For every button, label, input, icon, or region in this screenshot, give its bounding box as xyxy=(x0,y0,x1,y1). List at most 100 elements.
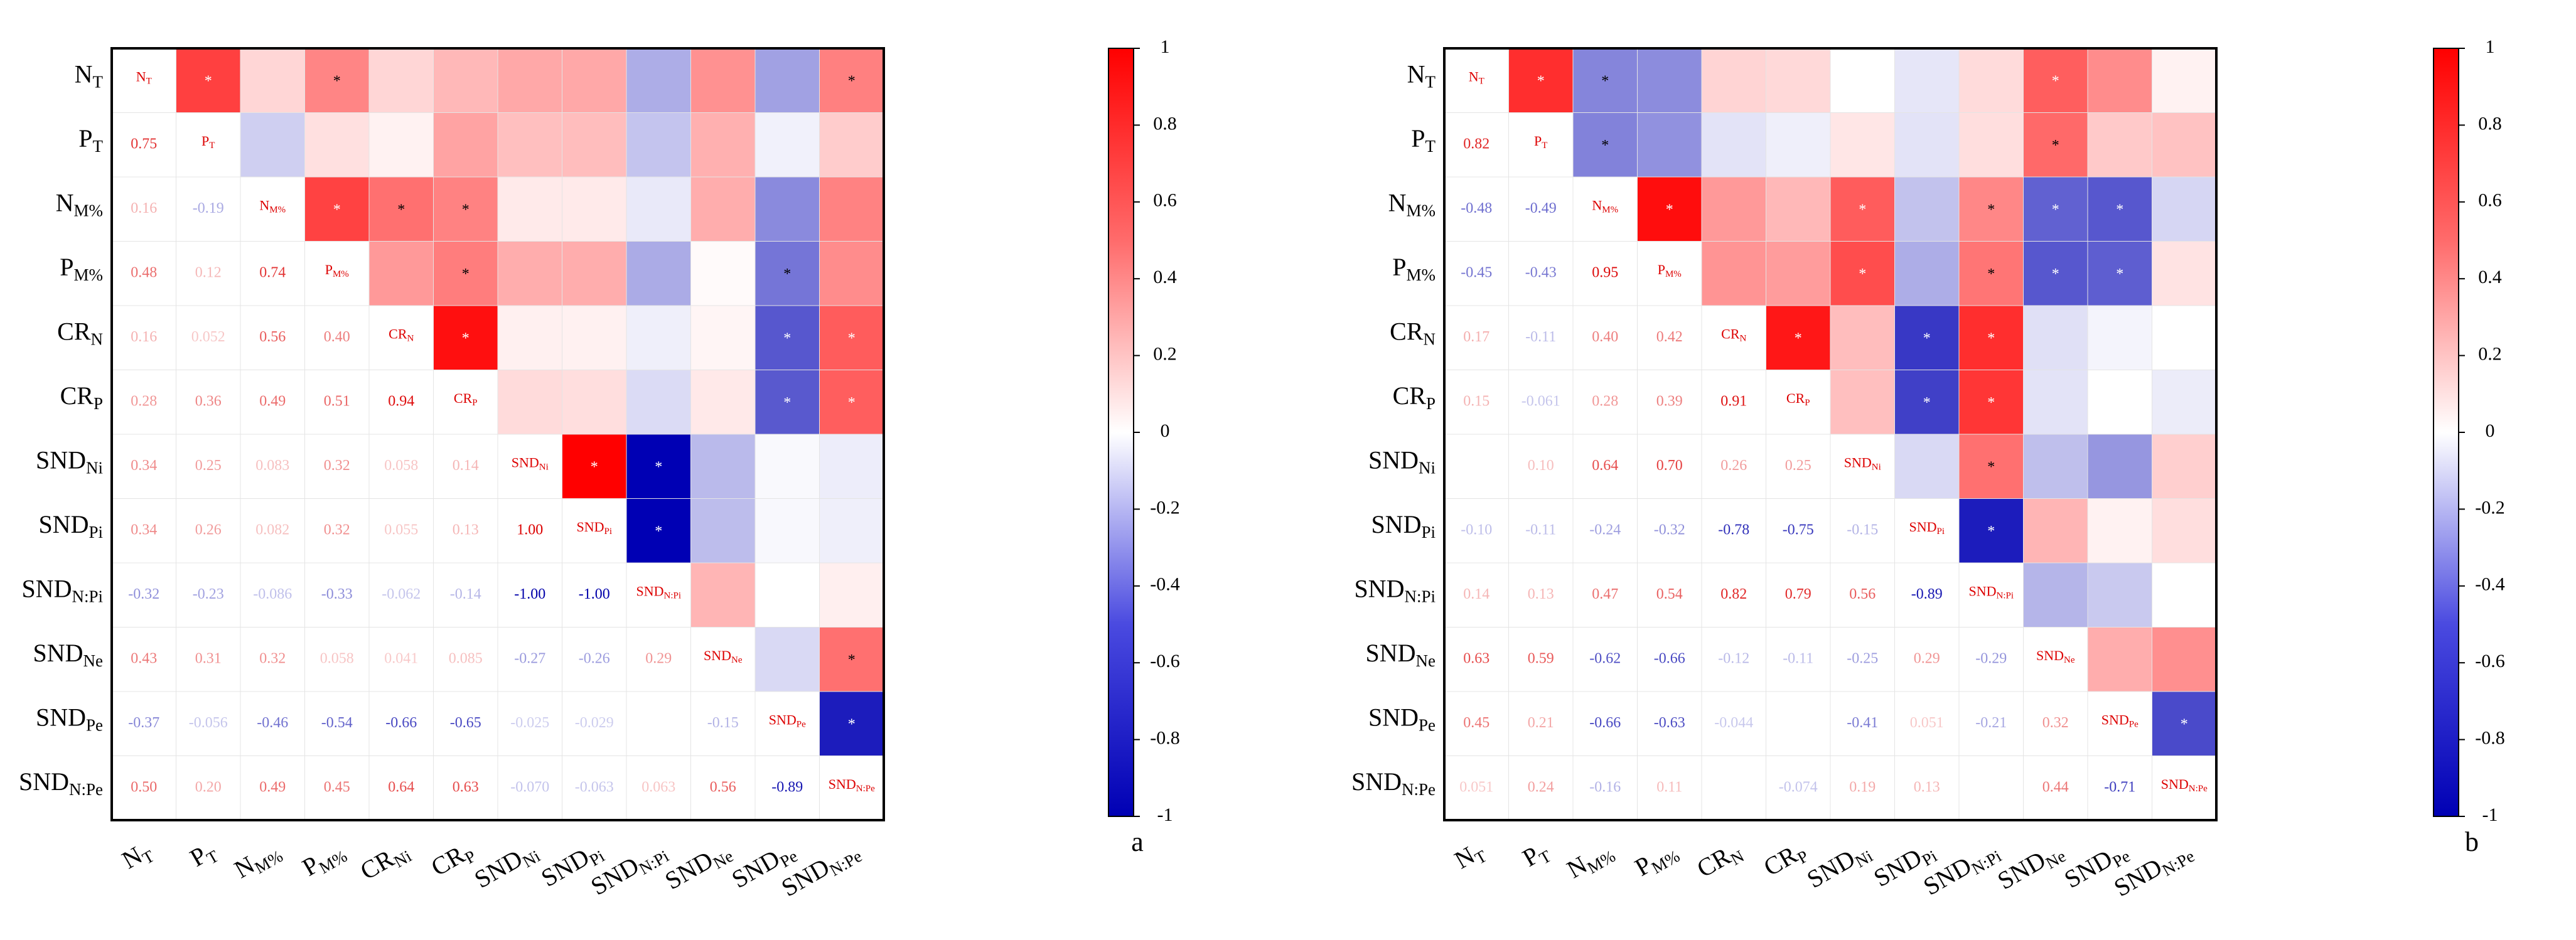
heatmap-cell xyxy=(562,176,627,242)
significance-marker: * xyxy=(2052,201,2059,218)
heatmap-cell xyxy=(433,627,498,692)
heatmap-cell xyxy=(562,756,627,821)
correlation-value: -0.66 xyxy=(1589,715,1621,731)
correlation-value: 0.45 xyxy=(1463,715,1489,731)
heatmap-cell xyxy=(1637,627,1702,692)
significance-marker: * xyxy=(848,716,856,732)
heatmap-cell xyxy=(240,176,305,242)
colorbar-tick-label: -0.2 xyxy=(2475,497,2505,518)
heatmap-cell xyxy=(562,112,627,178)
heatmap-cell xyxy=(819,562,884,628)
heatmap-cell xyxy=(497,627,562,692)
heatmap-cell xyxy=(754,370,820,435)
correlation-value: -0.029 xyxy=(575,715,614,731)
row-label: NM% xyxy=(56,188,103,220)
significance-marker: * xyxy=(462,266,470,282)
colorbar-tick-label: -0.8 xyxy=(2475,727,2505,748)
heatmap-cell xyxy=(1958,370,2024,435)
heatmap-cell xyxy=(497,241,562,306)
heatmap-cell xyxy=(1444,370,1509,435)
heatmap-cell xyxy=(562,434,627,499)
heatmap-cell xyxy=(2087,176,2152,242)
correlation-value: 0.79 xyxy=(1785,586,1811,602)
heatmap-cell xyxy=(754,756,820,821)
heatmap-cell xyxy=(176,756,241,821)
diagonal-label: SNDN:Pe xyxy=(829,776,875,794)
column-label: SNDN:Pe xyxy=(2109,836,2198,905)
heatmap-cell xyxy=(2023,112,2088,178)
heatmap-cell xyxy=(2152,176,2217,242)
significance-marker: * xyxy=(1601,73,1609,89)
heatmap-cell xyxy=(562,370,627,435)
heatmap-cell xyxy=(1508,48,1574,113)
heatmap-cell xyxy=(1701,370,1766,435)
colorbar-tick-label: 0.6 xyxy=(2478,190,2502,211)
heatmap-cell xyxy=(1444,112,1509,178)
colorbar-tick-label: -1 xyxy=(2482,804,2498,825)
heatmap-cell xyxy=(240,756,305,821)
correlation-value: 0.14 xyxy=(453,457,479,474)
heatmap-cell xyxy=(562,305,627,370)
heatmap-cell xyxy=(433,756,498,821)
heatmap-cell xyxy=(754,112,820,178)
correlation-value: 0.31 xyxy=(195,650,222,666)
correlation-value: -0.11 xyxy=(1783,650,1813,666)
correlation-value: 0.16 xyxy=(131,329,157,345)
heatmap-cell xyxy=(1830,305,1895,370)
significance-marker: * xyxy=(848,330,856,346)
heatmap-cell xyxy=(1766,48,1831,113)
heatmap-cell xyxy=(1701,756,1766,821)
significance-marker: * xyxy=(2052,137,2059,154)
heatmap-cell xyxy=(1508,498,1574,563)
significance-marker: * xyxy=(1537,73,1545,89)
panel-label: b xyxy=(2465,826,2479,857)
column-label: SNDNe xyxy=(1993,836,2069,898)
heatmap-cell xyxy=(1830,562,1895,628)
correlation-value: -0.63 xyxy=(1654,715,1685,731)
heatmap-cell xyxy=(1572,112,1638,178)
column-label: CRNi xyxy=(355,836,415,889)
correlation-value: 0.82 xyxy=(1463,136,1489,152)
correlation-value: 0.56 xyxy=(259,329,286,345)
heatmap-cell xyxy=(1766,562,1831,628)
correlation-value: 0.64 xyxy=(1592,457,1618,474)
correlation-value: 0.36 xyxy=(195,393,222,409)
heatmap-cell xyxy=(2023,176,2088,242)
heatmap-cell xyxy=(1637,756,1702,821)
colorbar-tick-label: 0.4 xyxy=(2478,267,2502,287)
diagonal-label: CRP xyxy=(1786,390,1810,408)
column-label: CRN xyxy=(1692,836,1747,886)
correlation-value: -0.056 xyxy=(189,715,228,731)
heatmap-cell xyxy=(1701,241,1766,306)
heatmap-cell xyxy=(433,370,498,435)
correlation-value: 0.34 xyxy=(131,457,157,474)
diagonal-label: PM% xyxy=(325,262,349,279)
heatmap-cell xyxy=(1572,691,1638,756)
correlation-value: -0.044 xyxy=(1714,715,1753,731)
heatmap-cell xyxy=(1508,112,1574,178)
heatmap-cell xyxy=(368,370,434,435)
significance-marker: * xyxy=(783,266,791,282)
row-label: CRP xyxy=(60,382,103,413)
heatmap-cell xyxy=(690,112,756,178)
correlation-value: 0.50 xyxy=(131,779,157,795)
correlation-value: 0.24 xyxy=(1528,779,1554,795)
heatmap-frame xyxy=(1443,47,2218,821)
heatmap-cell xyxy=(368,241,434,306)
column-label: PT xyxy=(1518,836,1555,875)
heatmap-cell xyxy=(304,112,370,178)
diagonal-label: SNDNe xyxy=(2036,648,2075,665)
significance-marker: * xyxy=(1987,201,1995,218)
diagonal-label: NT xyxy=(136,68,152,86)
heatmap-cell xyxy=(1572,176,1638,242)
correlation-value: -1.00 xyxy=(579,586,610,602)
heatmap-cell xyxy=(626,48,691,113)
row-label: PM% xyxy=(60,253,103,284)
heatmap-cell xyxy=(819,305,884,370)
row-label: NM% xyxy=(1388,188,1436,220)
diagonal-label: NM% xyxy=(1592,197,1618,215)
heatmap-frame xyxy=(110,47,885,821)
heatmap-cell xyxy=(819,498,884,563)
heatmap-cell xyxy=(562,48,627,113)
significance-marker: * xyxy=(2052,266,2059,282)
